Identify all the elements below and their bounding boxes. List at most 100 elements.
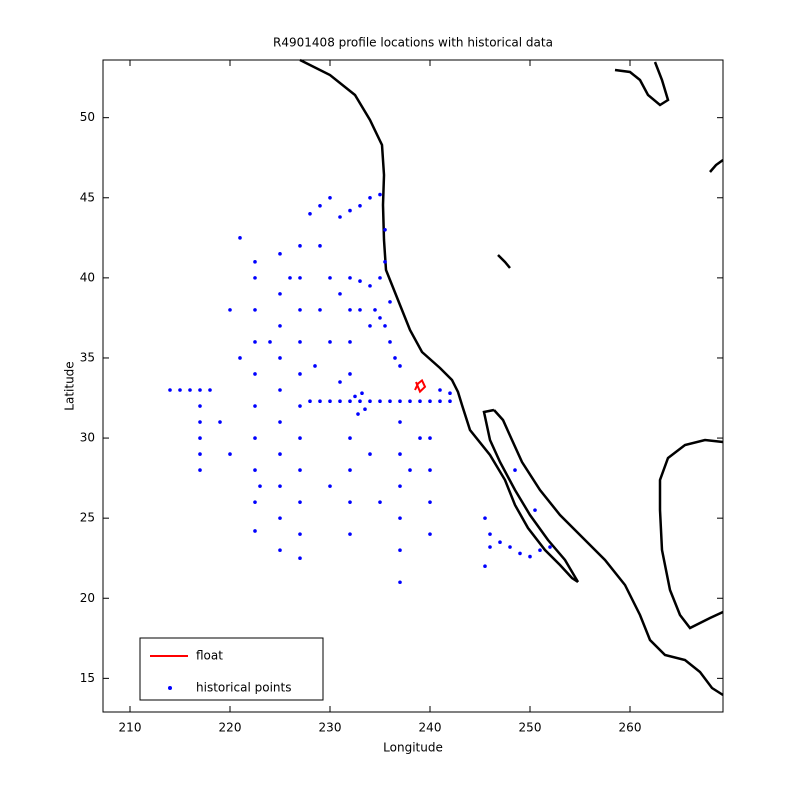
- historical-point: [356, 412, 360, 416]
- historical-point: [398, 420, 402, 424]
- historical-point: [253, 468, 257, 472]
- historical-point: [548, 545, 552, 549]
- historical-point: [378, 276, 382, 280]
- historical-point: [378, 192, 382, 197]
- historical-point: [208, 388, 212, 392]
- historical-point: [378, 500, 382, 504]
- historical-point: [278, 548, 282, 553]
- historical-point: [348, 436, 352, 440]
- chart-title: R4901408 profile locations with historic…: [273, 36, 553, 50]
- historical-point: [253, 260, 257, 264]
- historical-point: [298, 500, 302, 504]
- historical-point: [488, 545, 492, 549]
- historical-point: [348, 500, 352, 504]
- historical-point: [508, 545, 512, 549]
- historical-point: [253, 372, 257, 376]
- historical-point: [338, 380, 342, 384]
- historical-point: [318, 399, 322, 404]
- historical-point: [428, 468, 432, 472]
- historical-point: [418, 399, 422, 404]
- historical-point: [298, 404, 302, 408]
- historical-point: [448, 399, 452, 404]
- historical-point: [278, 484, 282, 488]
- historical-point: [388, 340, 392, 344]
- coast-lake: [497, 254, 511, 269]
- x-tick-label: 240: [419, 721, 442, 735]
- historical-point: [373, 308, 377, 312]
- coast-mainland: [493, 409, 724, 697]
- historical-point: [328, 276, 332, 280]
- historical-point: [298, 532, 302, 536]
- historical-point: [398, 452, 402, 456]
- historical-point: [368, 284, 372, 288]
- historical-point: [518, 551, 522, 556]
- historical-point: [278, 388, 282, 392]
- historical-point: [298, 276, 302, 280]
- historical-point: [318, 244, 322, 248]
- historical-point: [348, 208, 352, 213]
- historical-point: [428, 436, 432, 440]
- historical-point: [308, 399, 312, 404]
- historical-point: [358, 308, 362, 312]
- historical-point: [253, 276, 257, 280]
- historical-point: [358, 399, 362, 404]
- historical-point: [383, 228, 387, 232]
- historical-point: [188, 388, 192, 392]
- historical-point: [338, 399, 342, 404]
- historical-point: [388, 300, 392, 304]
- historical-point: [348, 532, 352, 536]
- y-tick-label: 40: [80, 270, 95, 284]
- x-tick-label: 250: [519, 721, 542, 735]
- historical-point: [198, 452, 202, 456]
- historical-point: [313, 364, 317, 368]
- historical-point: [328, 195, 332, 200]
- historical-point: [398, 580, 402, 585]
- historical-point: [253, 500, 257, 504]
- historical-point: [308, 211, 312, 216]
- historical-point: [428, 532, 432, 536]
- historical-point: [298, 372, 302, 376]
- historical-point: [228, 308, 232, 312]
- historical-point: [318, 203, 322, 208]
- coast-west: [299, 58, 579, 584]
- historical-point: [398, 399, 402, 404]
- historical-point: [228, 452, 232, 456]
- historical-point: [268, 340, 272, 344]
- y-tick-label: 50: [80, 110, 95, 124]
- historical-point: [198, 404, 202, 408]
- coast-gulf-mexico: [658, 438, 724, 630]
- coast-baja-gulf: [482, 408, 580, 583]
- historical-point: [398, 484, 402, 488]
- y-tick-label: 20: [80, 591, 95, 605]
- historical-point: [238, 356, 242, 360]
- historical-point: [328, 340, 332, 344]
- historical-point: [298, 244, 302, 248]
- historical-point: [348, 399, 352, 404]
- historical-point: [348, 276, 352, 280]
- x-tick-label: 230: [319, 721, 342, 735]
- historical-point: [538, 548, 542, 553]
- historical-point: [258, 484, 262, 488]
- historical-point: [358, 279, 362, 283]
- historical-point: [438, 399, 442, 404]
- historical-point: [253, 436, 257, 440]
- legend-swatch: [168, 686, 172, 690]
- historical-point: [438, 388, 442, 392]
- legend-label: historical points: [196, 681, 291, 695]
- legend-label: float: [196, 649, 223, 663]
- coast-island: [709, 158, 724, 173]
- historical-point: [278, 356, 282, 360]
- historical-point: [198, 388, 202, 392]
- historical-point: [298, 308, 302, 312]
- historical-point: [198, 468, 202, 472]
- historical-point: [198, 420, 202, 424]
- historical-point: [418, 436, 422, 440]
- historical-point: [368, 399, 372, 404]
- coast-northeast: [614, 61, 670, 107]
- historical-point: [383, 260, 387, 264]
- historical-point: [408, 399, 412, 404]
- historical-point: [363, 407, 367, 412]
- y-tick-label: 35: [80, 350, 95, 364]
- historical-point: [378, 399, 382, 404]
